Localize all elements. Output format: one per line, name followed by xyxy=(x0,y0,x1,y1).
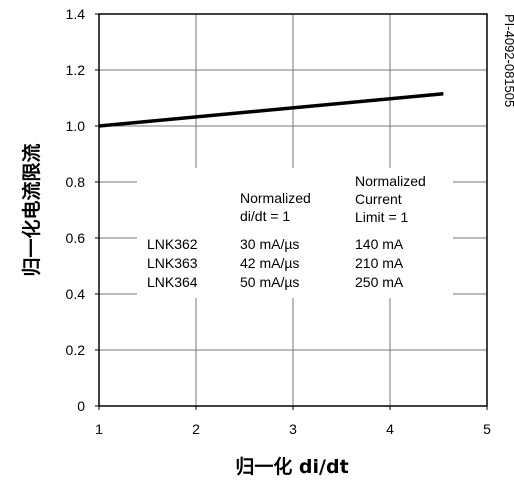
didt-header-line1: Normalized xyxy=(240,190,311,206)
row-current-lnk363: 210 mA xyxy=(355,255,404,271)
row-didt-lnk363: 42 mA/µs xyxy=(240,255,299,271)
series-layer xyxy=(98,92,444,128)
row-part-lnk362: LNK362 xyxy=(147,236,198,252)
current-header-line3: Limit = 1 xyxy=(355,209,409,225)
x-axis-label: 归一化 di/dt xyxy=(235,455,348,478)
x-tick-label: 3 xyxy=(289,421,297,437)
x-axis-ticks: 1 2 3 4 5 xyxy=(95,406,491,437)
row-current-lnk362: 140 mA xyxy=(355,236,404,252)
didt-header-line2: di/dt = 1 xyxy=(240,208,290,224)
y-tick-label: 0.4 xyxy=(66,286,86,302)
row-didt-lnk364: 50 mA/µs xyxy=(240,274,299,290)
y-tick-label: 0.2 xyxy=(66,342,86,358)
row-current-lnk364: 250 mA xyxy=(355,274,404,290)
y-tick-label: 1.4 xyxy=(66,6,86,22)
annotation-background xyxy=(137,168,453,298)
y-tick-label: 0.6 xyxy=(66,230,86,246)
x-tick-label: 1 xyxy=(95,421,103,437)
y-tick-label: 0.8 xyxy=(66,174,86,190)
current-header-line2: Current xyxy=(355,191,402,207)
row-didt-lnk362: 30 mA/µs xyxy=(240,236,299,252)
series-line xyxy=(98,92,444,128)
y-tick-label: 0 xyxy=(77,398,85,414)
y-tick-label: 1.2 xyxy=(66,62,86,78)
y-axis-label: 归一化电流限流 xyxy=(20,143,43,276)
current-header-line1: Normalized xyxy=(355,173,426,189)
x-tick-label: 4 xyxy=(386,421,394,437)
x-tick-label: 2 xyxy=(192,421,200,437)
x-tick-label: 5 xyxy=(483,421,491,437)
y-axis-ticks: 0 0.2 0.4 0.6 0.8 1.0 1.2 1.4 xyxy=(66,6,99,414)
row-part-lnk363: LNK363 xyxy=(147,255,198,271)
y-tick-label: 1.0 xyxy=(66,118,86,134)
row-part-lnk364: LNK364 xyxy=(147,274,198,290)
figure-code-label: PI-4092-081505 xyxy=(502,14,514,107)
